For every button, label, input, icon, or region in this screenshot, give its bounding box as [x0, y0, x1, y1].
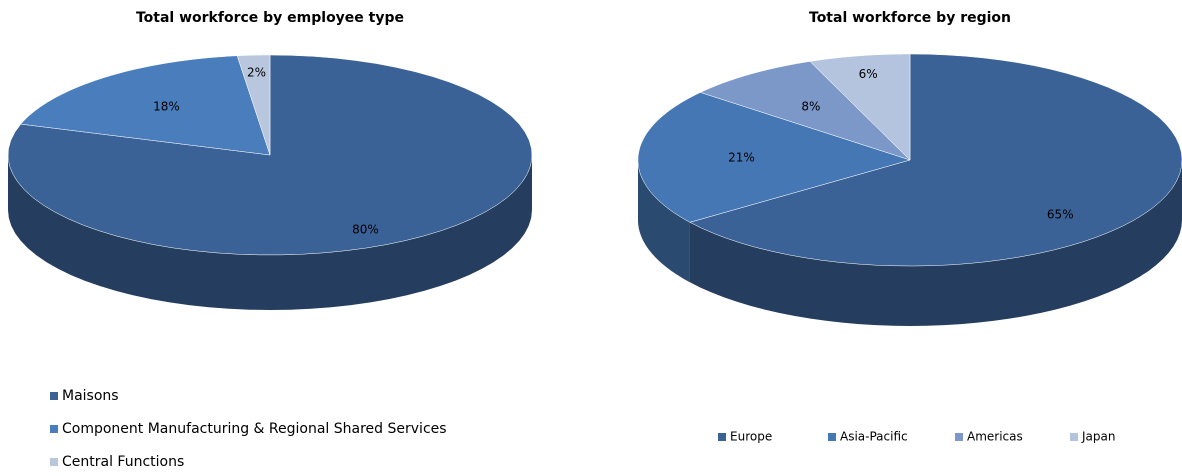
data-label: 21% — [728, 150, 755, 164]
slice-side — [689, 160, 1182, 326]
slice-side — [638, 160, 690, 283]
slice — [637, 92, 911, 223]
legend-swatch — [50, 458, 58, 466]
legend-swatch — [718, 433, 726, 441]
slice — [236, 54, 271, 156]
legend-swatch — [955, 433, 963, 441]
legend-label: Maisons — [62, 388, 119, 404]
legend-label: Americas — [967, 430, 1023, 444]
legend-label: Component Manufacturing & Regional Share… — [62, 421, 447, 437]
legend-swatch — [1070, 433, 1078, 441]
data-label: 65% — [1047, 207, 1074, 221]
legend-label: Asia-Pacific — [840, 430, 908, 444]
legend-swatch — [50, 392, 58, 400]
slice — [689, 53, 1182, 267]
slice — [809, 53, 911, 161]
legend-swatch — [828, 433, 836, 441]
chart-title: Total workforce by region — [809, 10, 1011, 26]
legend-label: Japan — [1081, 430, 1115, 444]
data-label: 8% — [801, 99, 820, 113]
slice-side — [8, 155, 532, 310]
data-label: 18% — [153, 100, 180, 114]
slice — [20, 55, 271, 156]
legend-label: Central Functions — [62, 454, 184, 470]
slice — [699, 61, 911, 161]
data-label: 2% — [247, 66, 266, 80]
legend-label: Europe — [730, 430, 772, 444]
data-label: 6% — [859, 67, 878, 81]
data-label: 80% — [352, 223, 379, 237]
chart-title: Total workforce by employee type — [136, 10, 404, 26]
legend-swatch — [50, 425, 58, 433]
